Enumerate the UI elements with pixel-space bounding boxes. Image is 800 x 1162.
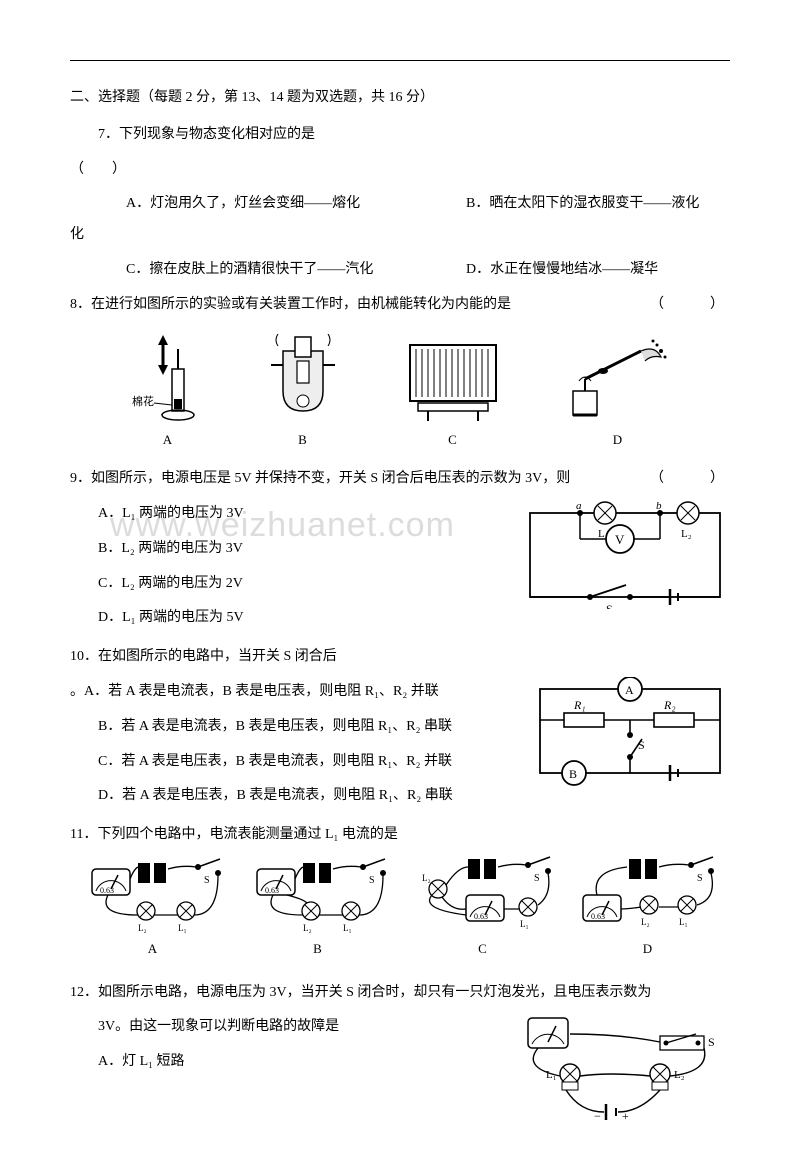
q7-stem-text: 7．下列现象与物态变化相对应的是 (98, 127, 315, 142)
q9-optC: C．L₂ 两端的电压为 2V (70, 569, 730, 600)
q9-paren: （ ） (650, 464, 730, 495)
q7-optD: D．水正在慢慢地结冰——凝华 (466, 255, 658, 286)
svg-text:0.63: 0.63 (100, 886, 114, 895)
svg-text:L₁: L₁ (520, 919, 529, 929)
svg-text:S: S (204, 875, 210, 886)
q11-figA: 0.63 S L₂ L₁ A (78, 855, 228, 964)
q10-optD: D．若 A 表是电压表，B 表是电流表，则电阻 R₁、R₂ 串联 (70, 781, 730, 812)
q11-labelC: C (478, 935, 487, 964)
q10-optC: C．若 A 表是电压表，B 表是电流表，则电阻 R₁、R₂ 并联 (70, 747, 730, 778)
q9-stem: 9．如图所示，电源电压是 5V 并保持不变，开关 S 闭合后电压表的示数为 3V… (70, 471, 570, 486)
q11-figures: 0.63 S L₂ L₁ A 0.63 S L₂ L₁ B (70, 855, 730, 964)
q7-stem: 7．下列现象与物态变化相对应的是 (70, 120, 730, 151)
q7-row2: C．擦在皮肤上的酒精很快干了——汽化 D．水正在慢慢地结冰——凝华 (70, 255, 730, 286)
q8-figB: B (263, 331, 343, 455)
svg-text:L₂: L₂ (138, 923, 147, 933)
q9-optB: B．L₂ 两端的电压为 3V (70, 534, 730, 565)
q8-figA-svg: 棉花 (128, 331, 208, 426)
q8-labelD: D (613, 426, 622, 455)
q9-optD: D．L₁ 两端的电压为 5V (70, 603, 730, 634)
svg-text:L₂: L₂ (303, 923, 312, 933)
q11-stem: 11．下列四个电路中，电流表能测量通过 L₁ 电流的是 (70, 820, 730, 851)
q9-body: a b L₁ L₂ V S A．L₁ 两端的电压为 3V B．L₂ 两端的电压 (70, 499, 730, 638)
q7-row1: A．灯泡用久了，灯丝会变细——熔化 B．晒在太阳下的湿衣服变干——液化 (70, 189, 730, 220)
q11-labelB: B (313, 935, 322, 964)
q8-stem: 8．在进行如图所示的实验或有关装置工作时，由机械能转化为内能的是 (70, 297, 511, 312)
q8-labelB: B (298, 426, 307, 455)
svg-text:L₂: L₂ (641, 917, 650, 927)
q11-figC: 0.63 S L₂ L₁ C (408, 855, 558, 964)
q11-figB: 0.63 S L₂ L₁ B (243, 855, 393, 964)
svg-text:S: S (369, 875, 375, 886)
q10-body: A R₁ R₂ S B 。A．若 A 表是电流表，B 表是电压表，则电阻 R₁、… (70, 677, 730, 816)
svg-text:0.63: 0.63 (591, 912, 605, 921)
q8-paren: （ ） (650, 290, 730, 321)
svg-text:L₂: L₂ (422, 873, 431, 883)
q9-optA: A．L₁ 两端的电压为 3V (70, 499, 730, 530)
q10-optB: B．若 A 表是电流表，B 表是电压表，则电阻 R₁、R₂ 串联 (70, 712, 730, 743)
cotton-label: 棉花 (132, 394, 154, 408)
q8-figC-svg (398, 331, 508, 426)
svg-text:0.63: 0.63 (474, 912, 488, 921)
svg-text:S: S (697, 873, 703, 884)
q11-figD: 0.63 S L₂ L₁ D (573, 855, 723, 964)
top-rule (70, 60, 730, 61)
q12-optA: A．灯 L₁ 短路 (70, 1047, 730, 1078)
q10-optA: 。A．若 A 表是电流表，B 表是电压表，则电阻 R₁、R₂ 并联 (70, 677, 730, 708)
svg-text:L₁: L₁ (178, 923, 187, 933)
section-title: 二、选择题（每题 2 分，第 13、14 题为双选题，共 16 分） (70, 83, 730, 114)
q8-stem-row: 8．在进行如图所示的实验或有关装置工作时，由机械能转化为内能的是 （ ） (70, 290, 730, 321)
q8-labelC: C (448, 426, 457, 455)
q7-paren: （ ） (70, 155, 730, 186)
q8-figA: 棉花 A (128, 331, 208, 455)
q7-optB-tail: 化 (70, 220, 730, 251)
q8-labelA: A (163, 426, 172, 455)
q8-figures: 棉花 A B C (100, 331, 700, 455)
svg-text:S: S (534, 873, 540, 884)
q8-figB-svg (263, 331, 343, 426)
q9-stem-row: www.weizhuanet.com 9．如图所示，电源电压是 5V 并保持不变… (70, 464, 730, 495)
q7-optA: A．灯泡用久了，灯丝会变细——熔化 (126, 189, 466, 220)
q8-figD-svg (563, 331, 673, 426)
q7-optC: C．擦在皮肤上的酒精很快干了——汽化 (126, 255, 466, 286)
q12-stem: 12．如图所示电路，电源电压为 3V，当开关 S 闭合时，却只有一只灯泡发光，且… (70, 978, 730, 1009)
svg-text:L₁: L₁ (343, 923, 352, 933)
q8-figD: D (563, 331, 673, 455)
q8-figC: C (398, 331, 508, 455)
q12-body: S L₁ L₂ − + 3V。由这一现象可以判断电路的故障是 A．灯 L₁ 短路 (70, 1012, 730, 1122)
q12-stem2: 3V。由这一现象可以判断电路的故障是 (70, 1012, 730, 1043)
svg-text:0.63: 0.63 (265, 886, 279, 895)
q11-labelD: D (643, 935, 652, 964)
q10-stem: 10．在如图所示的电路中，当开关 S 闭合后 (70, 642, 730, 673)
q7-optB: B．晒在太阳下的湿衣服变干——液化 (466, 189, 699, 220)
svg-text:L₁: L₁ (679, 917, 688, 927)
q11-labelA: A (148, 935, 157, 964)
